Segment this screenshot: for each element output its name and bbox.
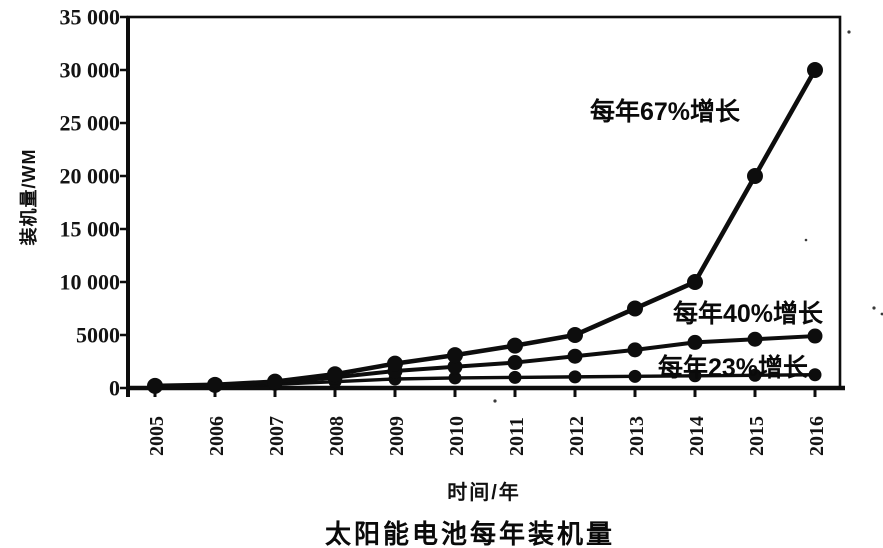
- data-point-23: [748, 368, 762, 382]
- data-point-67: [567, 327, 583, 343]
- y-tick-label: 0: [109, 376, 120, 401]
- plot-frame: [126, 15, 842, 390]
- data-point-40: [747, 331, 763, 347]
- scan-speck: [493, 399, 497, 403]
- growth-annotation: 每年40%增长: [673, 299, 824, 328]
- x-tick-label: 2015: [746, 416, 768, 456]
- x-tick-label: 2016: [806, 416, 828, 456]
- x-tick-label: 2013: [626, 416, 648, 456]
- y-tick-label: 25 000: [60, 111, 121, 136]
- data-point-67: [267, 373, 283, 390]
- y-tick-label: 10 000: [60, 270, 121, 295]
- x-tick-label: 2008: [326, 416, 348, 456]
- data-point-23: [568, 370, 582, 384]
- series-line-67: [152, 67, 818, 389]
- data-point-67: [747, 168, 763, 184]
- data-point-23: [808, 368, 822, 382]
- data-point-67: [807, 62, 823, 78]
- scan-speck: [804, 238, 808, 242]
- data-point-40: [507, 355, 523, 371]
- x-tick-label: 2005: [146, 416, 168, 456]
- data-point-67: [327, 366, 343, 383]
- y-tick-label: 30 000: [60, 58, 121, 83]
- data-point-67: [447, 347, 463, 364]
- x-axis-title: 时间/年: [447, 482, 521, 504]
- data-point-67: [627, 300, 643, 317]
- growth-annotation: 每年67%增长: [590, 97, 741, 126]
- data-point-23: [508, 370, 522, 384]
- data-point-40: [807, 328, 823, 344]
- x-tick-label: 2009: [386, 416, 408, 456]
- y-tick-label: 5000: [76, 323, 120, 348]
- data-point-67: [507, 337, 523, 354]
- data-point-23: [688, 369, 702, 383]
- x-tick-label: 2011: [506, 417, 528, 456]
- y-tick-label: 15 000: [60, 217, 121, 242]
- y-axis-title: 装机量/WM: [19, 148, 39, 246]
- data-point-40: [447, 359, 463, 375]
- data-point-40: [567, 348, 583, 364]
- x-tick-label: 2012: [566, 416, 588, 456]
- data-point-23: [628, 369, 642, 383]
- x-tick-label: 2006: [206, 416, 228, 456]
- data-point-40: [687, 334, 703, 350]
- y-tick-label: 35 000: [60, 5, 121, 30]
- x-tick-label: 2010: [446, 416, 468, 456]
- scan-speck: [880, 312, 883, 316]
- scan-speck: [847, 30, 851, 34]
- scan-speck: [872, 306, 876, 310]
- data-point-67: [387, 355, 403, 372]
- x-tick-label: 2014: [686, 416, 708, 456]
- data-point-67: [147, 377, 163, 394]
- growth-annotation: 每年23%增长: [658, 353, 809, 382]
- data-point-40: [627, 342, 643, 358]
- x-tick-label: 2007: [266, 416, 288, 456]
- data-point-67: [207, 376, 223, 393]
- data-point-67: [687, 274, 703, 290]
- data-point-23: [448, 371, 462, 385]
- chart-caption: 太阳能电池每年装机量: [324, 519, 616, 548]
- y-tick-label: 20 000: [60, 164, 121, 189]
